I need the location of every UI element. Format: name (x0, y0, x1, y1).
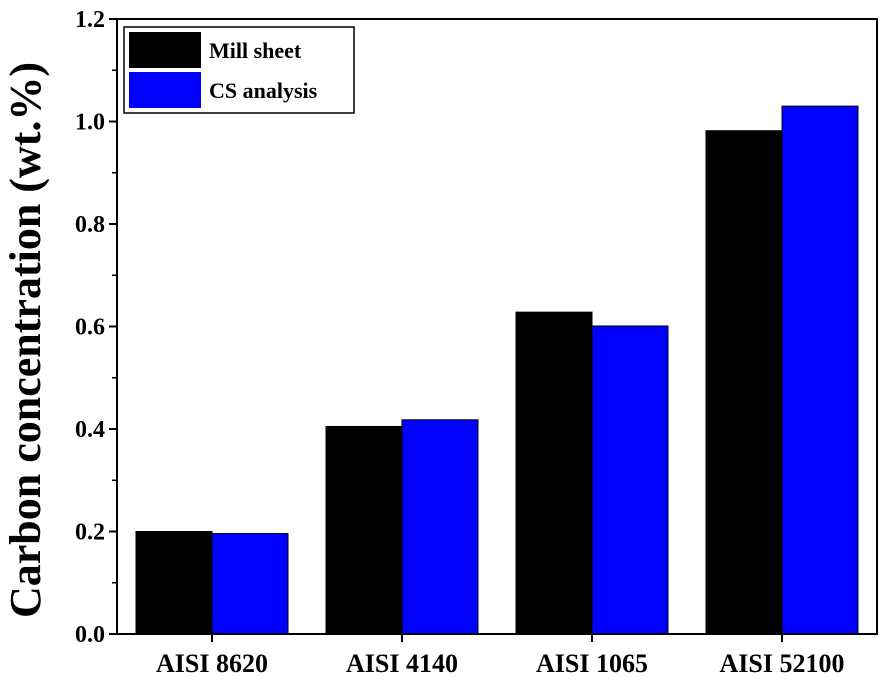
legend: Mill sheet CS analysis (123, 26, 355, 114)
x-tick-label: AISI 1065 (536, 649, 648, 678)
bar-aisi-52100-mill-sheet (705, 130, 783, 635)
legend-label: Mill sheet (209, 38, 302, 63)
x-tick-label: AISI 52100 (720, 649, 845, 678)
bar-aisi-4140-cs-analysis (401, 419, 479, 635)
x-tick-label: AISI 4140 (346, 649, 458, 678)
bar-aisi-8620-mill-sheet (135, 531, 213, 635)
y-tick-label: 0.0 (75, 622, 105, 648)
y-tick-label: 1.0 (75, 110, 105, 136)
bar-aisi-1065-mill-sheet (515, 311, 593, 635)
legend-swatch-cs-analysis (129, 72, 201, 108)
ticks-layer: AISI 8620 AISI 4140 AISI 1065 AISI 52100 0.0… (75, 7, 844, 678)
y-axis-title: Carbon concentration (wt.%) (1, 62, 50, 618)
bar-aisi-4140-mill-sheet (325, 425, 403, 635)
bar-aisi-1065-cs-analysis (591, 325, 669, 635)
legend-label: CS analysis (209, 78, 318, 103)
bar-aisi-8620-cs-analysis (211, 533, 289, 635)
y-tick-label: 0.2 (75, 520, 105, 546)
y-tick-label: 1.2 (75, 7, 105, 33)
bars-layer (135, 105, 859, 635)
y-tick-label: 0.4 (75, 417, 105, 443)
plot-frame (116, 18, 878, 635)
y-tick-label: 0.8 (75, 212, 105, 238)
y-tick-label: 0.6 (75, 315, 105, 341)
bar-aisi-52100-cs-analysis (781, 105, 859, 635)
legend-swatch-mill-sheet (129, 32, 201, 68)
x-tick-label: AISI 8620 (156, 649, 268, 678)
